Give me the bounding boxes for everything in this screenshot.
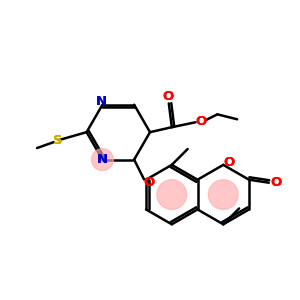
Text: N: N	[96, 95, 107, 108]
Text: O: O	[162, 90, 173, 103]
Circle shape	[92, 149, 113, 170]
Text: O: O	[195, 115, 206, 128]
Text: N: N	[97, 153, 108, 166]
Text: O: O	[195, 115, 206, 128]
Text: O: O	[143, 176, 155, 189]
Text: S: S	[53, 134, 63, 147]
Text: N: N	[96, 95, 107, 108]
Circle shape	[208, 180, 238, 209]
Text: O: O	[162, 90, 173, 103]
Text: N: N	[97, 153, 108, 166]
Text: S: S	[53, 134, 63, 147]
Text: O: O	[224, 156, 235, 170]
Text: O: O	[270, 176, 281, 189]
Circle shape	[157, 180, 187, 209]
Text: O: O	[270, 176, 281, 189]
Text: O: O	[224, 156, 235, 170]
Text: O: O	[143, 176, 155, 189]
